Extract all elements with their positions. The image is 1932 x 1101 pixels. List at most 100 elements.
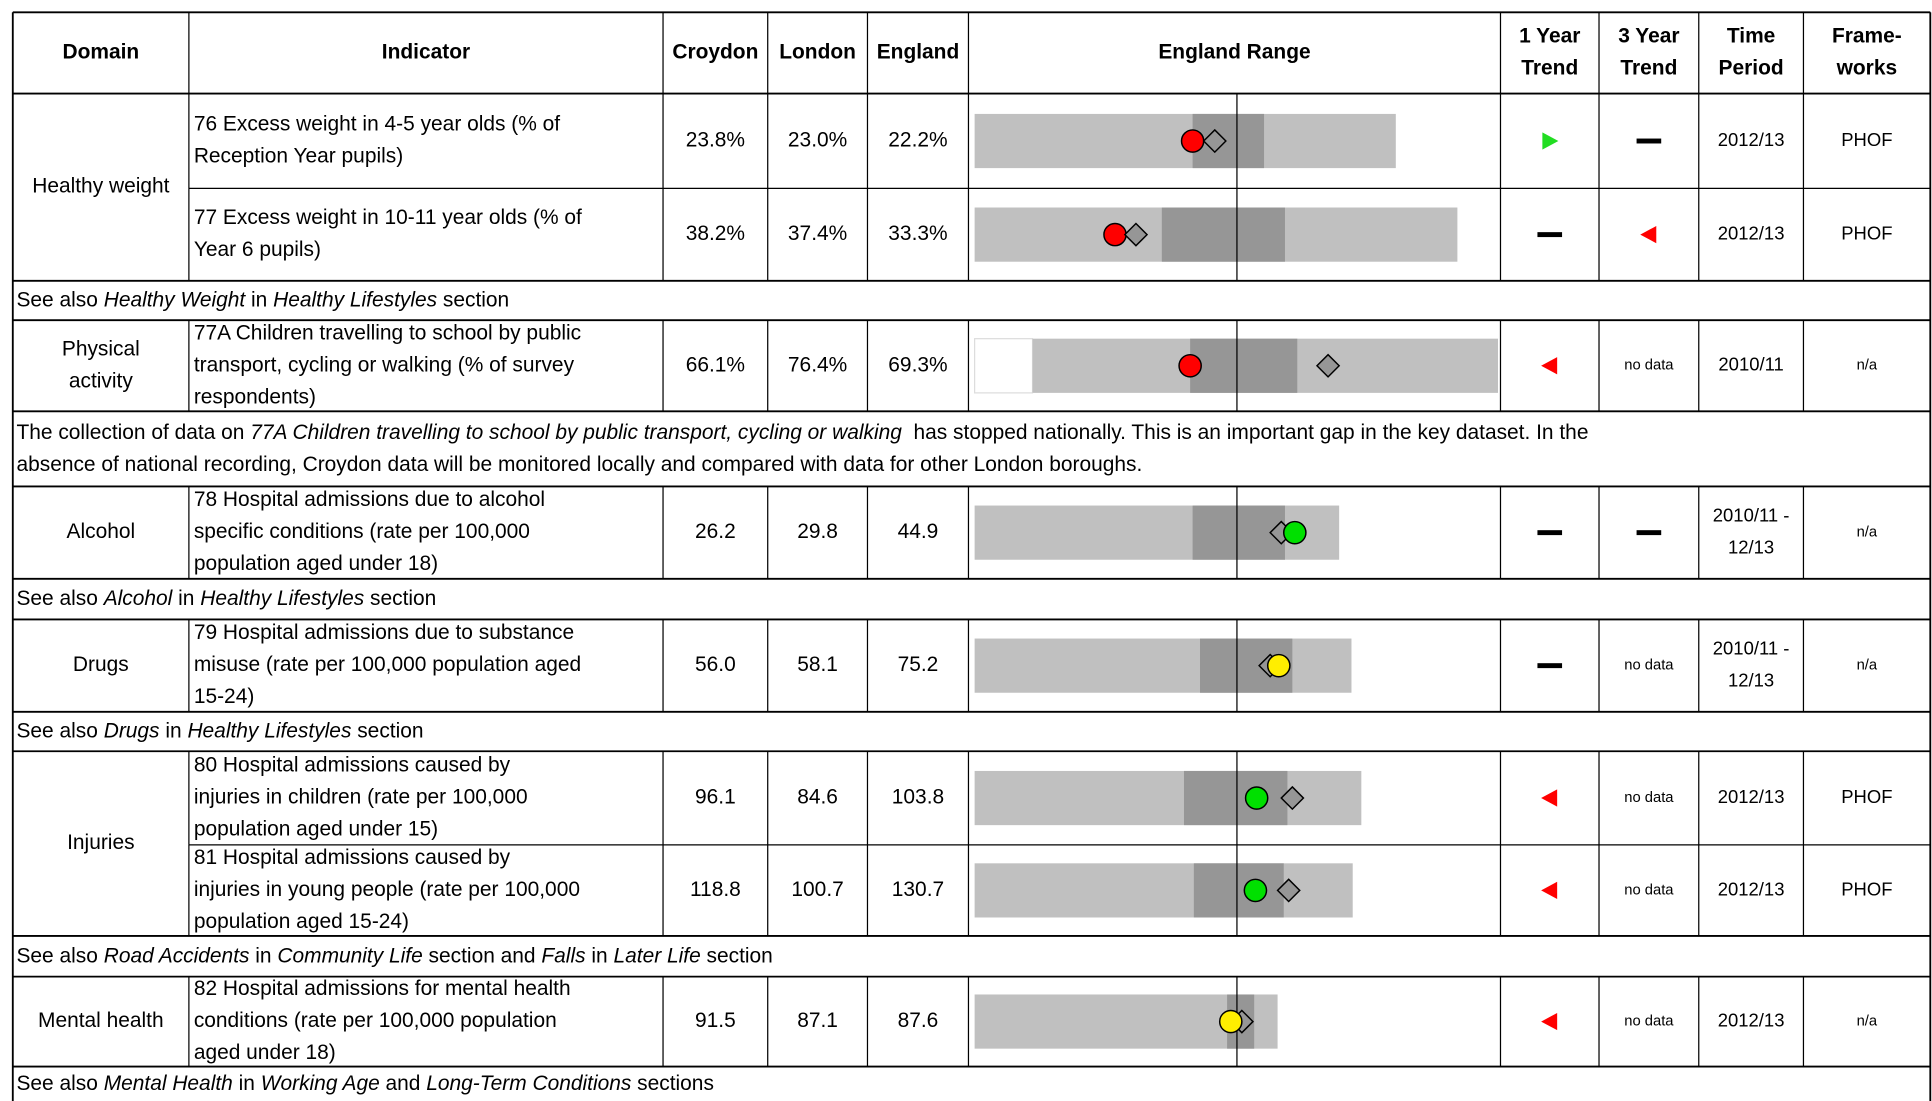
trend-flat bbox=[1636, 138, 1662, 144]
note-segment: section and bbox=[423, 944, 542, 967]
indicator-text: 82 Hospital admissions for mental health bbox=[194, 977, 571, 1000]
england-value: 44.9 bbox=[898, 520, 939, 543]
note: See also Drugs in Healthy Lifestyles sec… bbox=[16, 719, 423, 742]
column-header: Indicator bbox=[382, 40, 470, 63]
indicator-text: 76 Excess weight in 4-5 year olds (% of bbox=[194, 113, 560, 136]
frameworks: PHOF bbox=[1841, 222, 1892, 243]
croydon-marker bbox=[1282, 520, 1307, 545]
time-period: 2010/11 - bbox=[1713, 638, 1790, 659]
london-value: 29.8 bbox=[797, 520, 838, 543]
croydon-value: 38.2% bbox=[686, 222, 745, 245]
croydon-marker bbox=[1244, 786, 1269, 810]
domain: Drugs bbox=[73, 653, 129, 676]
note-segment: See also bbox=[16, 587, 103, 610]
note-segment: See also bbox=[16, 944, 103, 967]
frameworks: n/a bbox=[1857, 525, 1878, 541]
note-segment: section bbox=[701, 944, 773, 967]
england-value: 87.6 bbox=[898, 1009, 939, 1032]
note-segment: absence of national recording, Croydon d… bbox=[16, 452, 1142, 475]
time-period: 2012/13 bbox=[1718, 222, 1785, 243]
time-period: 12/13 bbox=[1728, 537, 1774, 558]
column-header: 1 Year bbox=[1519, 24, 1580, 47]
note-segment: See also bbox=[16, 288, 103, 311]
time-period: 2012/13 bbox=[1718, 1009, 1785, 1030]
croydon-value: 91.5 bbox=[695, 1009, 736, 1032]
indicator-text: 77A Children travelling to school by pub… bbox=[194, 321, 581, 344]
indicator-text: 15-24) bbox=[194, 685, 254, 708]
time-period: 2012/13 bbox=[1718, 878, 1785, 899]
frameworks: n/a bbox=[1857, 658, 1878, 674]
note-segment: Long-Term Conditions bbox=[426, 1071, 632, 1094]
frameworks: n/a bbox=[1857, 358, 1878, 374]
england-value: 22.2% bbox=[888, 129, 947, 152]
note-segment: The collection of data on bbox=[16, 420, 250, 443]
note-segment: in bbox=[249, 944, 277, 967]
indicator-text: population aged under 15) bbox=[194, 818, 438, 841]
trend-flat bbox=[1537, 530, 1563, 536]
england-marker bbox=[1315, 353, 1341, 378]
indicator-text: injuries in children (rate per 100,000 bbox=[194, 786, 528, 809]
column-header: Trend bbox=[1620, 56, 1677, 79]
note-segment: Road Accidents bbox=[104, 944, 250, 967]
range-blank bbox=[974, 338, 1034, 394]
column-header: Time bbox=[1727, 24, 1775, 47]
indicator-text: 79 Hospital admissions due to substance bbox=[194, 621, 574, 644]
croydon-marker bbox=[1266, 653, 1291, 678]
note: See also Mental Health in Working Age an… bbox=[16, 1071, 713, 1094]
column-header: Frame- bbox=[1832, 24, 1902, 47]
trend-3y-text: no data bbox=[1624, 1013, 1674, 1029]
note-segment: See also bbox=[16, 719, 103, 742]
note-segment: in bbox=[245, 288, 273, 311]
domain: Mental health bbox=[38, 1009, 164, 1032]
note: absence of national recording, Croydon d… bbox=[16, 452, 1142, 475]
england-value: 130.7 bbox=[892, 878, 944, 901]
time-period: 2010/11 - bbox=[1713, 505, 1790, 526]
croydon-value: 26.2 bbox=[695, 520, 736, 543]
london-value: 76.4% bbox=[788, 353, 847, 376]
column-header: Trend bbox=[1521, 56, 1578, 79]
croydon-value: 96.1 bbox=[695, 786, 736, 809]
trend-down bbox=[1541, 881, 1558, 900]
croydon-marker bbox=[1243, 878, 1268, 903]
frameworks: n/a bbox=[1857, 1013, 1878, 1029]
note-segment: Alcohol bbox=[102, 587, 174, 610]
note-segment: in bbox=[586, 944, 614, 967]
range-mid bbox=[1161, 207, 1285, 262]
domain: Healthy weight bbox=[32, 175, 169, 198]
note-segment: in bbox=[233, 1071, 261, 1094]
indicator-text: population aged under 18) bbox=[194, 552, 438, 575]
time-period: 2010/11 bbox=[1718, 354, 1783, 375]
trend-down bbox=[1541, 1012, 1558, 1031]
note-segment: See also bbox=[16, 1071, 103, 1094]
note-segment: Healthy Lifestyles bbox=[187, 719, 352, 742]
croydon-marker bbox=[1103, 222, 1127, 247]
column-header: London bbox=[779, 40, 856, 63]
column-header: England bbox=[877, 40, 960, 63]
trend-down bbox=[1541, 789, 1558, 807]
england-marker bbox=[1123, 222, 1149, 247]
time-period: 2012/13 bbox=[1718, 786, 1785, 807]
trend-3y-text: no data bbox=[1624, 658, 1674, 674]
note-segment: Falls bbox=[541, 944, 586, 967]
note-segment: Healthy Lifestyles bbox=[200, 587, 365, 610]
note-segment: Healthy Lifestyles bbox=[273, 288, 438, 311]
indicator-text: Year 6 pupils) bbox=[194, 238, 321, 261]
trend-3y-text: no data bbox=[1624, 882, 1674, 898]
note-segment: 77A Children travelling to school by pub… bbox=[250, 420, 902, 443]
croydon-value: 56.0 bbox=[695, 653, 736, 676]
indicator-text: injuries in young people (rate per 100,0… bbox=[194, 878, 580, 901]
london-value: 87.1 bbox=[797, 1009, 838, 1032]
note-segment: Community Life bbox=[277, 944, 422, 967]
trend-3y-text: no data bbox=[1624, 790, 1674, 806]
note-segment: Later Life bbox=[613, 944, 700, 967]
indicator-text: transport, cycling or walking (% of surv… bbox=[194, 353, 575, 376]
indicator-text: 80 Hospital admissions caused by bbox=[194, 754, 511, 777]
column-header: Domain bbox=[62, 40, 139, 63]
note-segment: in bbox=[160, 719, 188, 742]
london-value: 37.4% bbox=[788, 222, 847, 245]
note-segment: has stopped nationally. This is an impor… bbox=[902, 420, 1589, 443]
london-value: 100.7 bbox=[791, 878, 843, 901]
indicator-text: respondents) bbox=[194, 385, 316, 408]
